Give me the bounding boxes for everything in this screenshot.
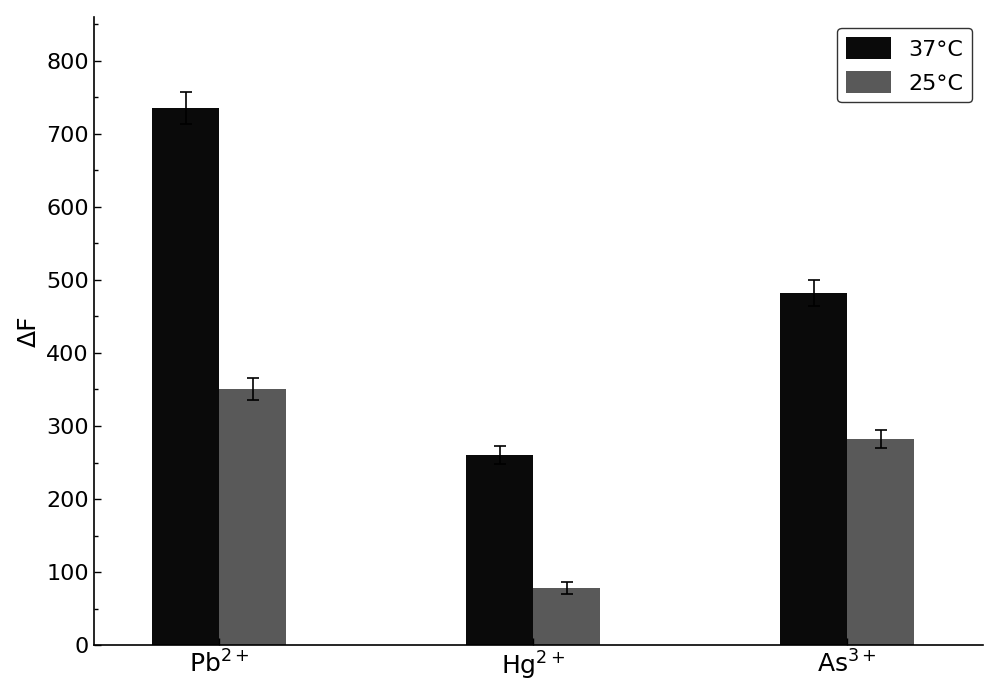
Bar [152, 108, 219, 645]
Bar [219, 389, 286, 645]
Bar [780, 293, 847, 645]
Y-axis label: ΔF: ΔF [17, 315, 41, 347]
Legend: 37°C, 25°C: 37°C, 25°C [837, 28, 972, 103]
Bar [533, 589, 600, 645]
Bar [466, 455, 533, 645]
Bar [847, 439, 914, 645]
